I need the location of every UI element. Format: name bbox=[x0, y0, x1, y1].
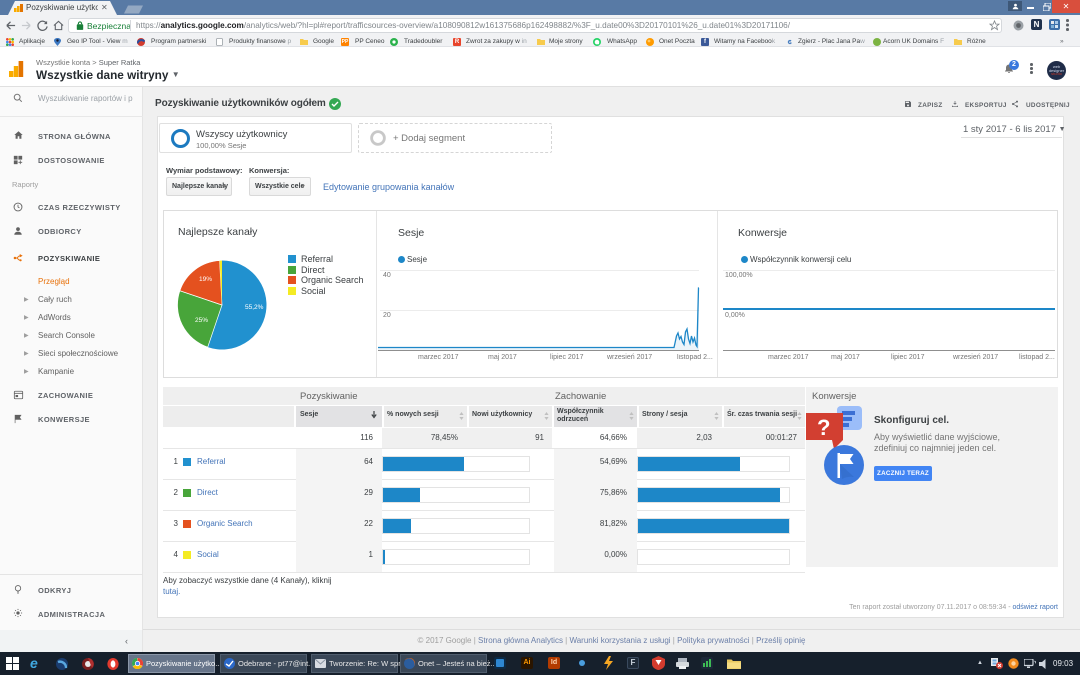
svg-text:55,2%: 55,2% bbox=[245, 304, 264, 311]
svg-text:?: ? bbox=[817, 415, 830, 440]
svg-text:19%: 19% bbox=[199, 276, 212, 283]
svg-text:25%: 25% bbox=[195, 317, 208, 324]
